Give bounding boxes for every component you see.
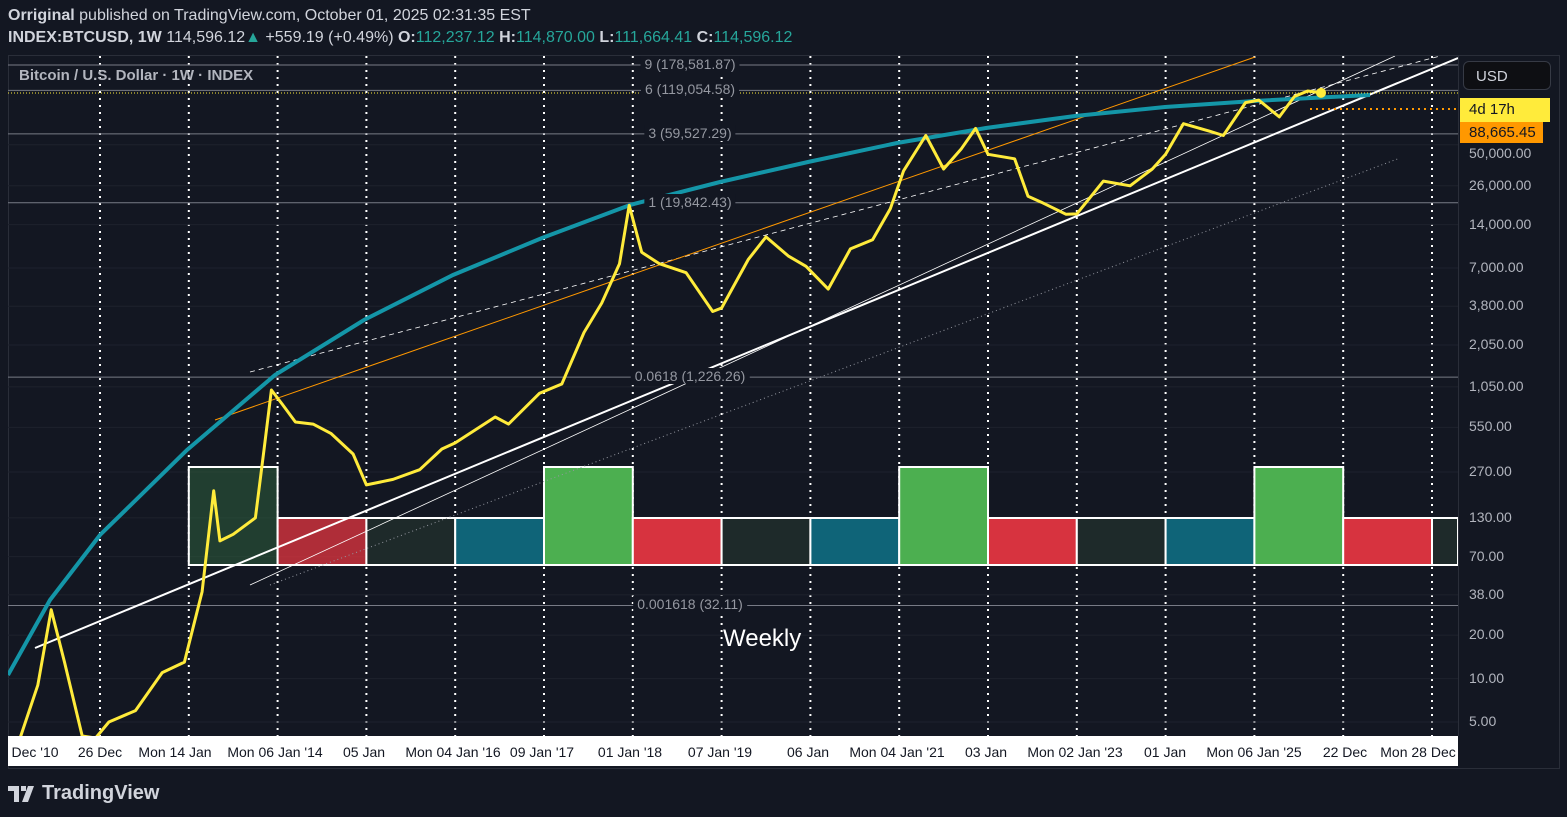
high-value: 114,870.00 [515,29,595,46]
fib-level-label: 0.0618 (1,226.26) [630,368,750,385]
symbol-label: INDEX:BTCUSD, 1W [8,29,162,46]
time-tick-label: Mon 04 Jan '16 [405,744,501,760]
chart-legend[interactable]: Bitcoin / U.S. Dollar · 1W · INDEX [19,67,254,84]
up-arrow-icon: ▲ [245,29,261,46]
price-tick-label: 38.00 [1469,585,1505,602]
high-label: H: [499,29,516,46]
cycle-box-accumulation[interactable] [1431,517,1458,566]
low-label: L: [599,29,615,46]
fib-level-label: 1 (19,842.43) [644,193,736,210]
time-tick-label: 09 Jan '17 [509,744,575,760]
publish-text: published on TradingView.com, October 01… [79,7,531,24]
time-tick-label: 01 Jan '18 [597,744,663,760]
currency-button[interactable]: USD [1463,61,1551,90]
cycle-box-recovery[interactable] [454,517,546,566]
marker-price-label: 88,665.45 [1460,122,1543,143]
channel-support-line[interactable] [34,57,1458,649]
cycle-box-bear[interactable] [987,517,1078,566]
cycle-box-bull[interactable] [1253,466,1345,566]
price-tick-label: 10.00 [1469,669,1505,686]
last-price-dot [1316,87,1326,98]
chart-panel[interactable] [8,55,1560,769]
price-tick-label: 14,000.00 [1469,215,1532,232]
tradingview-wordmark: TradingView [42,782,160,804]
fib-level-label: 6 (119,054.58) [640,81,740,98]
cycle-box-recovery[interactable] [1164,517,1256,566]
price-tick-label: 130.00 [1469,508,1512,525]
cycle-box-bear[interactable] [631,517,723,566]
time-tick-label: Dec '10 [11,744,59,760]
time-tick-label: 07 Jan '19 [687,744,753,760]
low-value: 111,664.41 [614,29,693,46]
price-tick-label: 550.00 [1469,418,1512,435]
time-tick-label: 26 Dec [77,744,123,760]
open-value: 112,237.12 [415,29,495,46]
price-tick-label: 5.00 [1469,713,1497,729]
channel-orange-line[interactable] [214,56,1256,421]
last-price: 114,596.12 [166,29,246,46]
price-tick-label: 270.00 [1469,463,1512,480]
time-tick-label: Mon 06 Jan '14 [227,744,323,760]
time-tick-label: 03 Jan [964,744,1008,760]
time-tick-label: Mon 04 Jan '21 [849,744,945,760]
time-tick-label: 01 Jan [1143,744,1187,760]
price-tick-label: 70.00 [1469,547,1505,564]
btc-price-line[interactable] [2,89,1322,738]
symbol-info: INDEX:BTCUSD, 1W 114,596.12▲ +559.19 (+0… [8,29,792,47]
price-tick-label: 7,000.00 [1469,259,1524,276]
price-axis[interactable] [1458,56,1559,736]
time-tick-label: 06 Jan [786,744,830,760]
time-tick-label: 05 Jan [342,744,386,760]
price-tick-label: 20.00 [1469,626,1505,643]
cycle-box-bear[interactable] [1342,517,1433,566]
cycle-box-recovery[interactable] [809,517,901,566]
time-axis[interactable] [8,736,1458,766]
cycle-box-bull[interactable] [543,466,634,566]
fib-level-label: 9 (178,581.87) [640,56,740,73]
author-name[interactable]: Orriginal [8,7,75,24]
fib-level-label: 0.001618 (32.11) [633,596,747,613]
price-tick-label: 3,800.00 [1469,297,1524,314]
time-tick-label: Mon 28 Dec [1380,744,1456,760]
cycle-box-accumulation[interactable] [1075,517,1167,566]
time-tick-label: Mon 14 Jan [138,744,212,760]
cycle-box-accumulation[interactable] [720,517,812,566]
open-label: O: [397,29,416,46]
close-value: 114,596.12 [713,29,793,46]
cycle-box-bull[interactable] [187,466,279,566]
price-tick-label: 2,050.00 [1469,335,1524,352]
price-tick-label: 50,000.00 [1469,145,1532,161]
close-label: C: [696,29,714,46]
countdown-label: 4d 17h [1460,98,1550,122]
cycle-box-bull[interactable] [898,466,990,566]
publish-info: Orriginal published on TradingView.com, … [8,7,531,25]
time-tick-label: Mon 02 Jan '23 [1027,744,1123,760]
time-tick-label: Mon 06 Jan '25 [1206,744,1302,760]
time-tick-label: 22 Dec [1322,744,1368,760]
price-tick-label: 26,000.00 [1469,176,1532,193]
tradingview-logo-icon [8,785,34,802]
fib-level-label: 3 (59,527.29) [644,124,736,141]
price-change: +559.19 (+0.49%) [265,29,394,46]
price-tick-label: 1,050.00 [1469,377,1524,394]
tradingview-logo[interactable]: TradingView [8,782,159,805]
timeframe-annotation[interactable]: Weekly [723,625,802,652]
